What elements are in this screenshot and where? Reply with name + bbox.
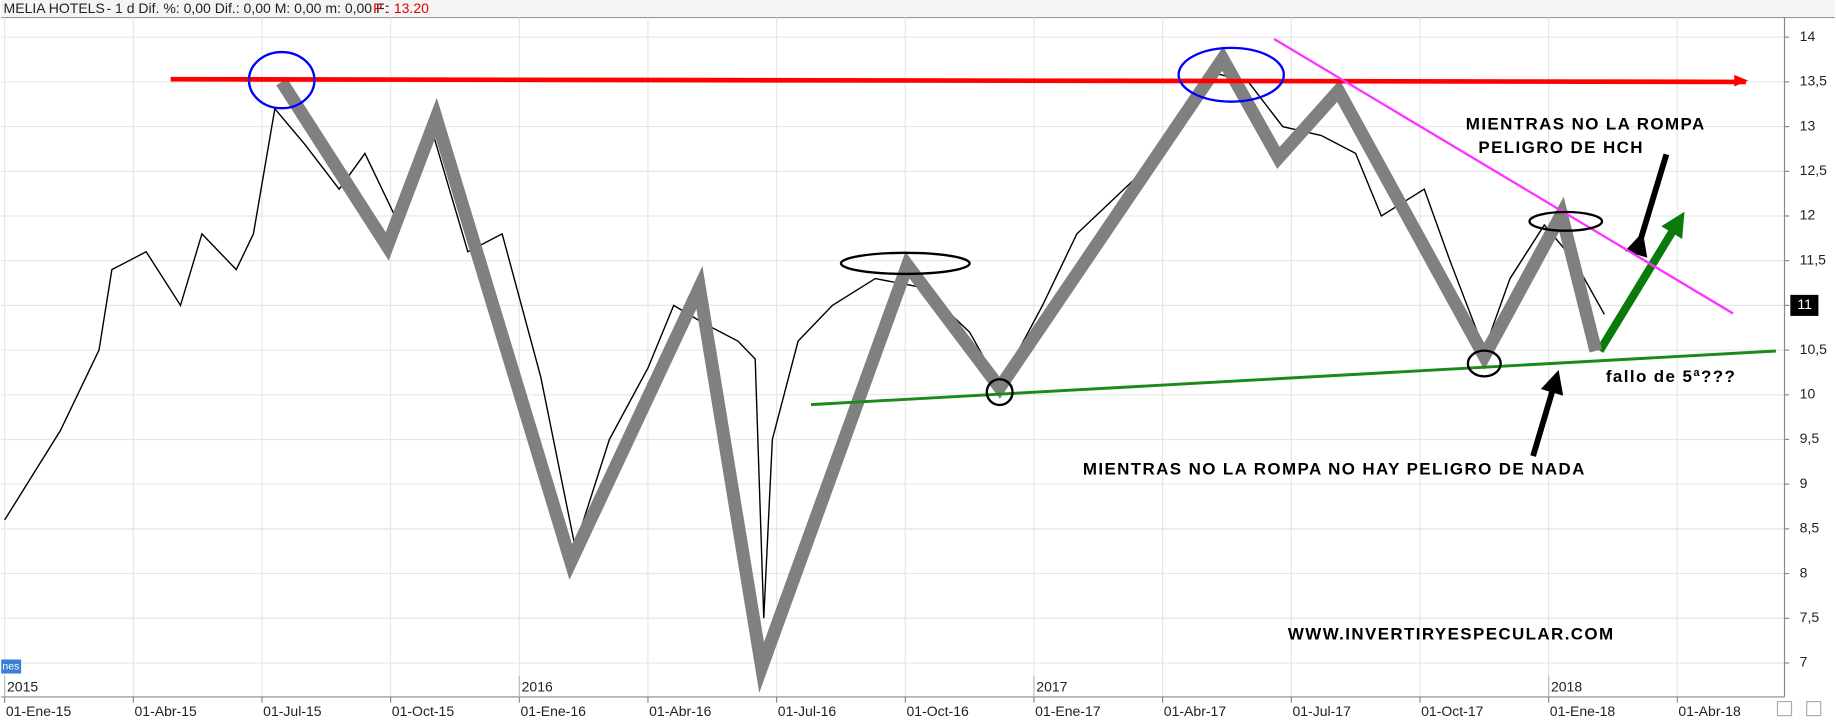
settings-button[interactable] [1806, 701, 1822, 717]
annotation: MIENTRAS NO LA ROMPA NO HAY PELIGRO DE N… [1083, 460, 1586, 479]
zigzag [276, 46, 1603, 693]
last-price-box [1790, 294, 1819, 316]
arrow [1530, 369, 1564, 457]
highlight-circle [1528, 210, 1604, 232]
x-tick-label: 01-Oct-16 [906, 703, 969, 719]
arrow-head [1734, 74, 1749, 87]
y-tick-label: 10 [1800, 385, 1816, 401]
trend-line [810, 349, 1776, 407]
y-tick-label: 8,5 [1800, 520, 1820, 536]
zoom-button[interactable] [1776, 701, 1793, 717]
y-tick-label: 7 [1800, 654, 1808, 670]
annotation: PELIGRO DE HCH [1478, 138, 1644, 157]
y-tick-label: 12,5 [1800, 162, 1827, 178]
year-label: 2018 [1551, 678, 1582, 694]
x-tick-label: 01-Oct-15 [392, 703, 455, 719]
x-tick-label: 01-Abr-16 [649, 703, 712, 719]
x-tick-label: 01-Oct-17 [1421, 703, 1484, 719]
highlight-circle [247, 50, 316, 110]
annotation: fallo de 5ª??? [1606, 367, 1736, 386]
y-tick-label: 12 [1800, 207, 1816, 223]
y-tick-label: 9 [1800, 475, 1808, 491]
x-tick-label: 01-Jul-15 [263, 703, 322, 719]
year-label: 2016 [522, 678, 553, 694]
price-line [4, 72, 1605, 619]
x-tick-label: 01-Ene-18 [1550, 703, 1616, 719]
highlight-circle [985, 378, 1014, 407]
highlight-circle [839, 251, 971, 276]
annotation: WWW.INVERTIRYESPECULAR.COM [1288, 624, 1615, 643]
y-tick-label: 11,5 [1800, 251, 1826, 267]
arrow [1596, 211, 1685, 353]
last-price-label: 11 [1797, 296, 1812, 312]
chart-title: MELIA HOTELS [4, 0, 105, 16]
arrow [1624, 153, 1670, 258]
highlight-circle [1177, 46, 1286, 103]
y-tick-label: 13,5 [1800, 73, 1827, 89]
trend-line [1273, 37, 1734, 315]
x-tick-label: 01-Ene-15 [6, 703, 72, 719]
x-tick-label: 01-Ene-16 [520, 703, 586, 719]
trend-line [170, 76, 1746, 85]
x-tick-label: 01-Abr-17 [1164, 703, 1227, 719]
header-bar [1, 0, 1835, 18]
y-tick-label: 7,5 [1800, 609, 1820, 625]
x-tick-label: 01-Jul-16 [778, 703, 837, 719]
year-label: 2015 [7, 678, 38, 694]
x-tick-label: 01-Jul-17 [1292, 703, 1351, 719]
y-tick-label: 9,5 [1800, 430, 1820, 446]
header-stats: - 1 d Dif. %: 0,00 Dif.: 0,00 M: 0,00 m:… [106, 0, 388, 16]
volume-tab-label: nes [2, 660, 19, 672]
annotation: MIENTRAS NO LA ROMPA [1466, 115, 1706, 134]
x-tick-label: 01-Ene-17 [1035, 703, 1101, 719]
y-tick-label: 8 [1800, 564, 1808, 580]
year-label: 2017 [1036, 678, 1067, 694]
y-tick-label: 13 [1800, 117, 1816, 133]
y-tick-label: 14 [1800, 28, 1816, 44]
x-tick-label: 01-Abr-15 [134, 703, 197, 719]
highlight-circle [1466, 349, 1502, 378]
volume-tab[interactable] [1, 659, 22, 674]
y-tick-label: 10,5 [1800, 341, 1827, 357]
header-price: P : 13.20 [373, 0, 429, 16]
x-tick-label: 01-Abr-18 [1678, 703, 1741, 719]
